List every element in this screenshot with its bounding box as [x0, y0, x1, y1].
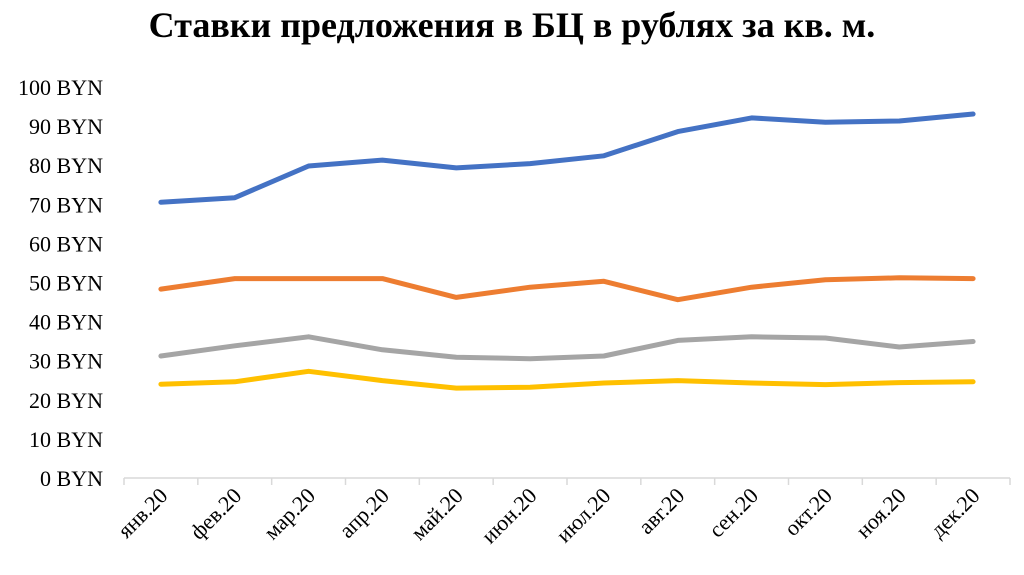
x-tick-label: май.20: [406, 483, 468, 545]
y-tick-label: 60 BYN: [29, 231, 103, 256]
x-tick-label: авг.20: [633, 483, 689, 539]
series-lines: [158, 111, 976, 391]
chart-title: Ставки предложения в БЦ в рублях за кв. …: [148, 5, 876, 45]
y-tick-label: 50 BYN: [29, 271, 103, 296]
series-line-2: [158, 275, 976, 303]
y-tick-label: 80 BYN: [29, 153, 103, 178]
y-tick-label: 30 BYN: [29, 349, 103, 374]
x-tick-label: июн.20: [476, 483, 541, 548]
y-tick-label: 10 BYN: [29, 427, 103, 452]
y-tick-label: 20 BYN: [29, 388, 103, 413]
x-tick-label: янв.20: [113, 483, 173, 543]
x-tick-label: мар.20: [259, 483, 321, 545]
y-tick-label: 40 BYN: [29, 310, 103, 335]
series-line-3: [158, 334, 976, 362]
x-tick-label: сен.20: [704, 483, 763, 542]
x-axis: [123, 477, 1011, 485]
y-tick-label: 70 BYN: [29, 192, 103, 217]
x-axis-tick-labels: янв.20 фев.20 мар.20 апр.20 май.20 июн.20 июл.…: [113, 483, 985, 548]
x-tick-label: апр.20: [334, 483, 394, 543]
x-tick-label: июл.20: [551, 483, 615, 547]
x-tick-label: фев.20: [185, 483, 246, 544]
y-tick-label: 100 BYN: [18, 75, 103, 100]
y-tick-label: 90 BYN: [29, 114, 103, 139]
series-line-4: [158, 368, 976, 391]
y-axis-tick-labels: 0 BYN 10 BYN 20 BYN 30 BYN 40 BYN 50 BYN 60 BY…: [18, 75, 103, 491]
series-line-1: [158, 111, 976, 205]
x-tick-label: ноя.20: [851, 483, 911, 543]
y-tick-label: 0 BYN: [40, 466, 103, 491]
x-tick-label: дек.20: [925, 483, 985, 543]
x-tick-label: окт.20: [779, 483, 837, 541]
